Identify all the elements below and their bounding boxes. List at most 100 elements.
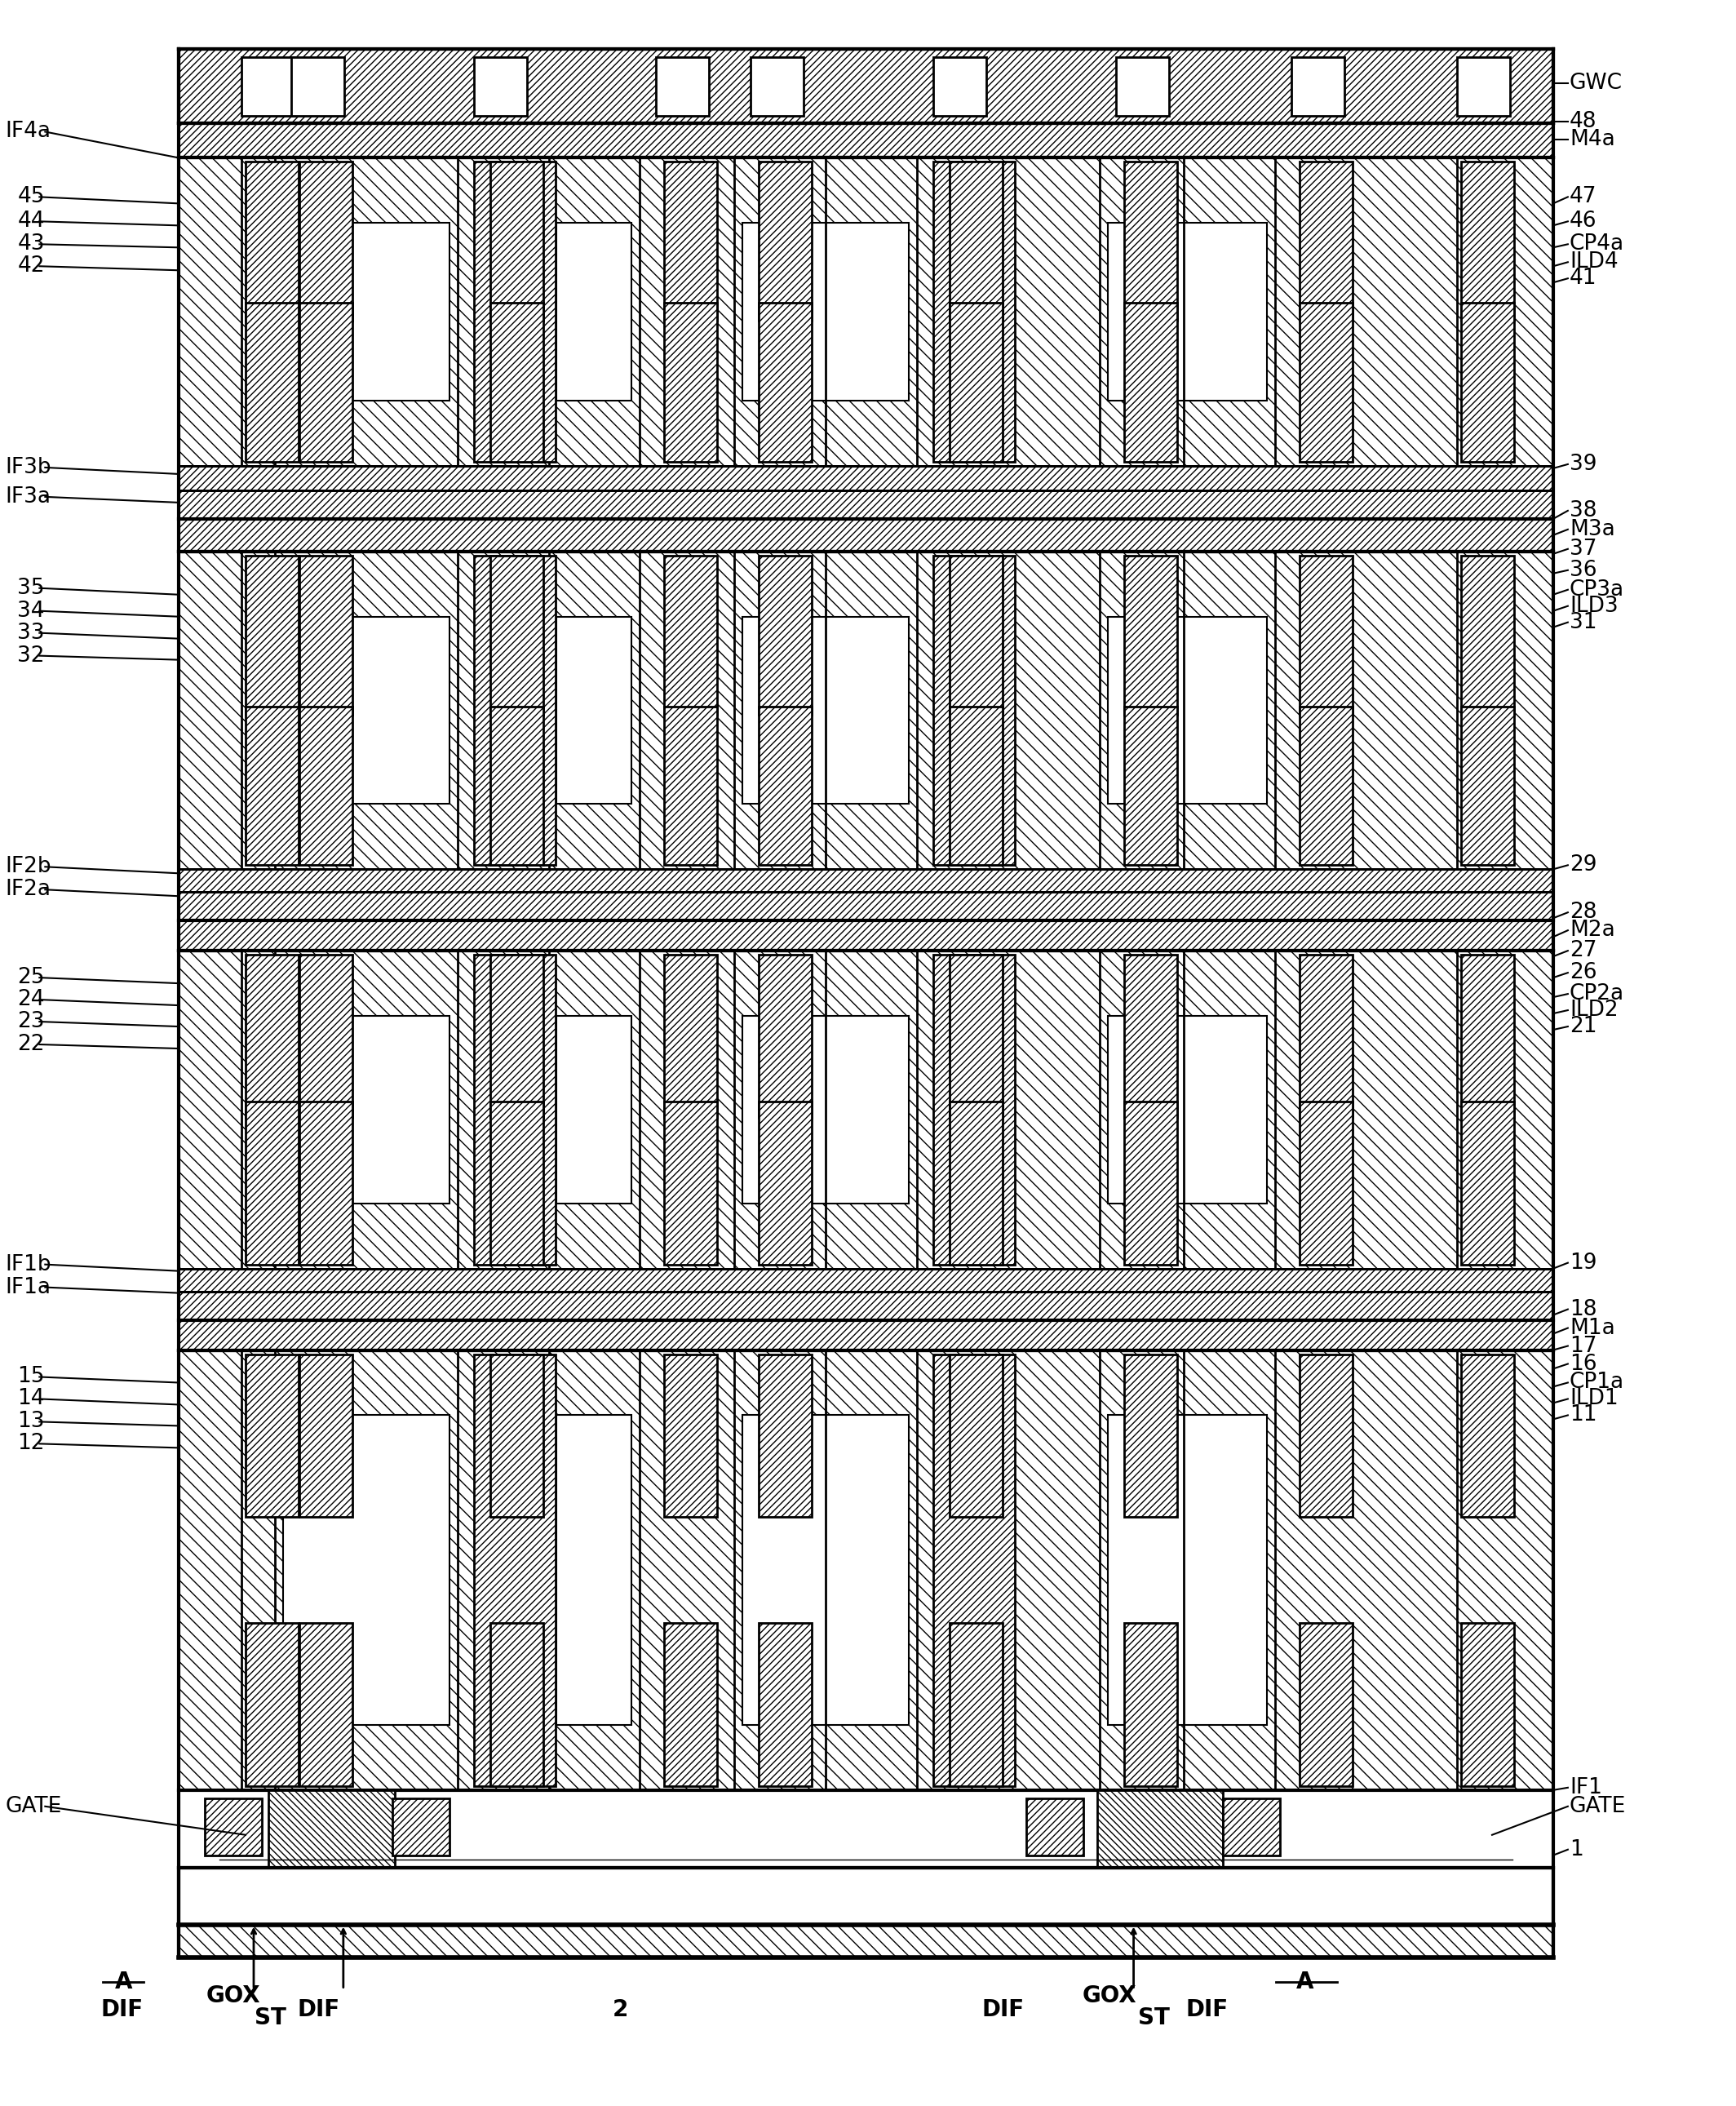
Bar: [490, 1101, 543, 1264]
Text: DIF: DIF: [1186, 1999, 1227, 2022]
Bar: [245, 556, 299, 714]
Bar: [299, 706, 352, 866]
Text: 1: 1: [1569, 1839, 1583, 1860]
Text: GOX: GOX: [1082, 1984, 1137, 2007]
Bar: [1123, 954, 1177, 1118]
Bar: [743, 617, 908, 804]
Text: 29: 29: [1569, 855, 1597, 876]
Bar: [490, 162, 543, 320]
Bar: [1026, 1799, 1083, 1855]
Text: 2: 2: [613, 1999, 628, 2022]
Bar: [557, 1415, 632, 1725]
Bar: [950, 706, 1002, 866]
Bar: [1108, 1415, 1267, 1725]
Text: GWC: GWC: [1569, 72, 1623, 93]
Bar: [1116, 57, 1168, 116]
Text: 34: 34: [17, 600, 45, 621]
Bar: [283, 1415, 450, 1725]
Bar: [299, 162, 352, 320]
Text: 11: 11: [1569, 1405, 1597, 1426]
Bar: [490, 1354, 543, 1516]
Text: IF1b: IF1b: [5, 1253, 52, 1274]
Bar: [1462, 1624, 1514, 1786]
Bar: [1123, 303, 1177, 461]
Text: 38: 38: [1569, 499, 1597, 522]
Bar: [1462, 303, 1514, 461]
Bar: [743, 1015, 908, 1203]
Bar: [245, 1101, 299, 1264]
Text: CP4a: CP4a: [1569, 234, 1625, 255]
Text: DIF: DIF: [297, 1999, 340, 2022]
Text: IF1: IF1: [1569, 1777, 1602, 1799]
Text: 18: 18: [1569, 1299, 1597, 1320]
Text: IF2b: IF2b: [5, 857, 52, 878]
Bar: [1108, 1015, 1267, 1203]
Bar: [934, 57, 986, 116]
Text: 24: 24: [17, 990, 45, 1011]
Text: A: A: [115, 1969, 132, 1992]
Bar: [665, 1101, 717, 1264]
Text: DIF: DIF: [983, 1999, 1024, 2022]
Bar: [950, 303, 1002, 461]
Text: 22: 22: [17, 1034, 45, 1055]
Bar: [179, 1350, 1554, 1790]
Text: IF2a: IF2a: [5, 878, 50, 899]
Bar: [179, 124, 1554, 158]
Text: ILD4: ILD4: [1569, 251, 1618, 274]
Text: 36: 36: [1569, 560, 1597, 581]
Bar: [179, 1320, 1554, 1350]
Bar: [950, 1624, 1002, 1786]
Bar: [950, 162, 1002, 320]
Text: 32: 32: [17, 644, 45, 665]
Bar: [665, 556, 717, 714]
Bar: [474, 954, 556, 1264]
Bar: [179, 893, 1554, 920]
Bar: [1300, 303, 1352, 461]
Text: DIF: DIF: [101, 1999, 142, 2022]
Bar: [245, 1624, 299, 1786]
Bar: [245, 162, 299, 320]
Text: 39: 39: [1569, 453, 1597, 474]
Bar: [283, 223, 450, 400]
Text: ILD1: ILD1: [1569, 1388, 1618, 1409]
Bar: [245, 1354, 299, 1516]
Bar: [1300, 1624, 1352, 1786]
Text: 33: 33: [17, 621, 45, 644]
Bar: [474, 57, 526, 116]
Text: CP2a: CP2a: [1569, 984, 1625, 1005]
Bar: [557, 617, 632, 804]
Bar: [759, 954, 812, 1118]
Text: A: A: [1295, 1969, 1314, 1992]
Bar: [665, 162, 717, 320]
Bar: [269, 1790, 394, 1868]
Bar: [245, 954, 299, 1118]
Text: GATE: GATE: [1569, 1796, 1627, 1817]
Bar: [179, 48, 1554, 124]
Bar: [1108, 617, 1267, 804]
Bar: [1123, 1354, 1177, 1516]
Bar: [292, 57, 344, 116]
Bar: [1123, 162, 1177, 320]
Bar: [1123, 1624, 1177, 1786]
Bar: [1300, 706, 1352, 866]
Text: M3a: M3a: [1569, 518, 1614, 539]
Bar: [759, 706, 812, 866]
Bar: [490, 1624, 543, 1786]
Bar: [490, 303, 543, 461]
Bar: [299, 954, 352, 1118]
Text: 26: 26: [1569, 962, 1597, 984]
Text: CP3a: CP3a: [1569, 579, 1625, 600]
Text: 19: 19: [1569, 1253, 1597, 1274]
Text: 25: 25: [17, 967, 45, 988]
Bar: [241, 57, 295, 116]
Text: M2a: M2a: [1569, 920, 1614, 941]
Bar: [474, 1354, 556, 1786]
Text: 48: 48: [1569, 112, 1597, 133]
Bar: [1462, 706, 1514, 866]
Bar: [1123, 556, 1177, 714]
Text: 37: 37: [1569, 539, 1597, 560]
Bar: [557, 1015, 632, 1203]
Bar: [950, 1101, 1002, 1264]
Text: 35: 35: [17, 577, 45, 598]
Text: 13: 13: [17, 1411, 45, 1432]
